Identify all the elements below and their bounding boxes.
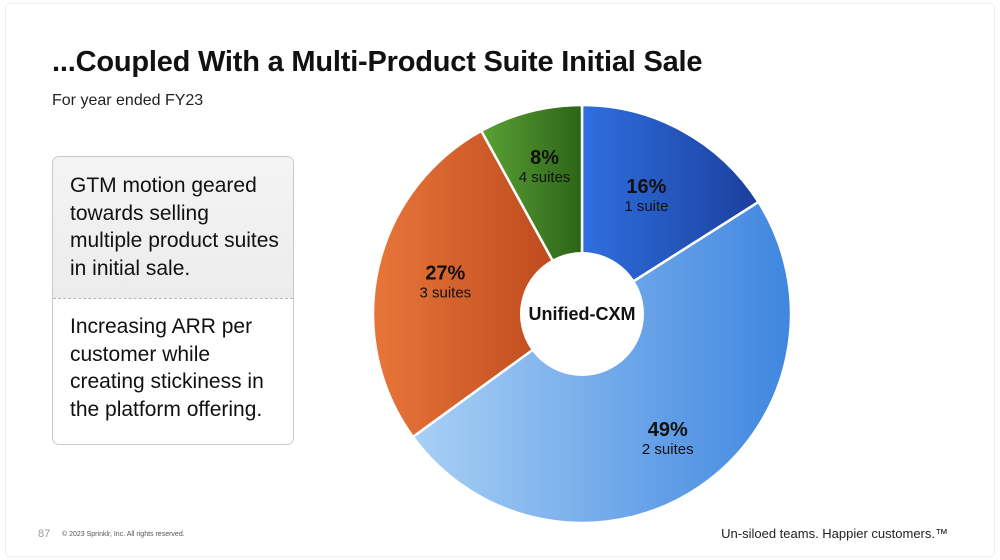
page-subtitle: For year ended FY23 xyxy=(52,92,204,109)
slice-percent-label: 49% xyxy=(648,419,688,441)
slice-suite-label: 3 suites xyxy=(419,284,471,301)
slice-percent-label: 27% xyxy=(425,262,465,284)
copyright-text: © 2023 Sprinklr, Inc. All rights reserve… xyxy=(62,531,185,538)
pie-slice-3-suites xyxy=(371,129,584,439)
callout-paragraph-2: Increasing ARR per customer while creati… xyxy=(70,315,264,421)
slice-suite-label: 4 suites xyxy=(519,169,571,186)
slice-percent-label: 16% xyxy=(626,176,666,198)
callout-divider xyxy=(53,298,293,299)
donut-chart: Unified-CXM 16%1 suite 49%2 suites 27%3 su… xyxy=(371,103,793,525)
slice-suite-label: 1 suite xyxy=(624,198,668,215)
callout-top-panel xyxy=(53,157,293,298)
center-label: Unified-CXM xyxy=(529,304,636,324)
page-title: ...Coupled With a Multi-Product Suite In… xyxy=(52,46,703,78)
slice-percent-label: 8% xyxy=(530,147,559,169)
donut-hole xyxy=(520,252,644,376)
callout-paragraph-1: GTM motion geared towards selling multip… xyxy=(70,174,279,280)
pie-slice-1-suite xyxy=(580,103,761,317)
slice-suite-label: 2 suites xyxy=(642,441,694,458)
page-number: 87 xyxy=(38,528,51,540)
callout-box: GTM motion geared towards selling multip… xyxy=(52,156,294,445)
footer-tagline: Un-siloed teams. Happier customers.™ xyxy=(721,526,948,541)
